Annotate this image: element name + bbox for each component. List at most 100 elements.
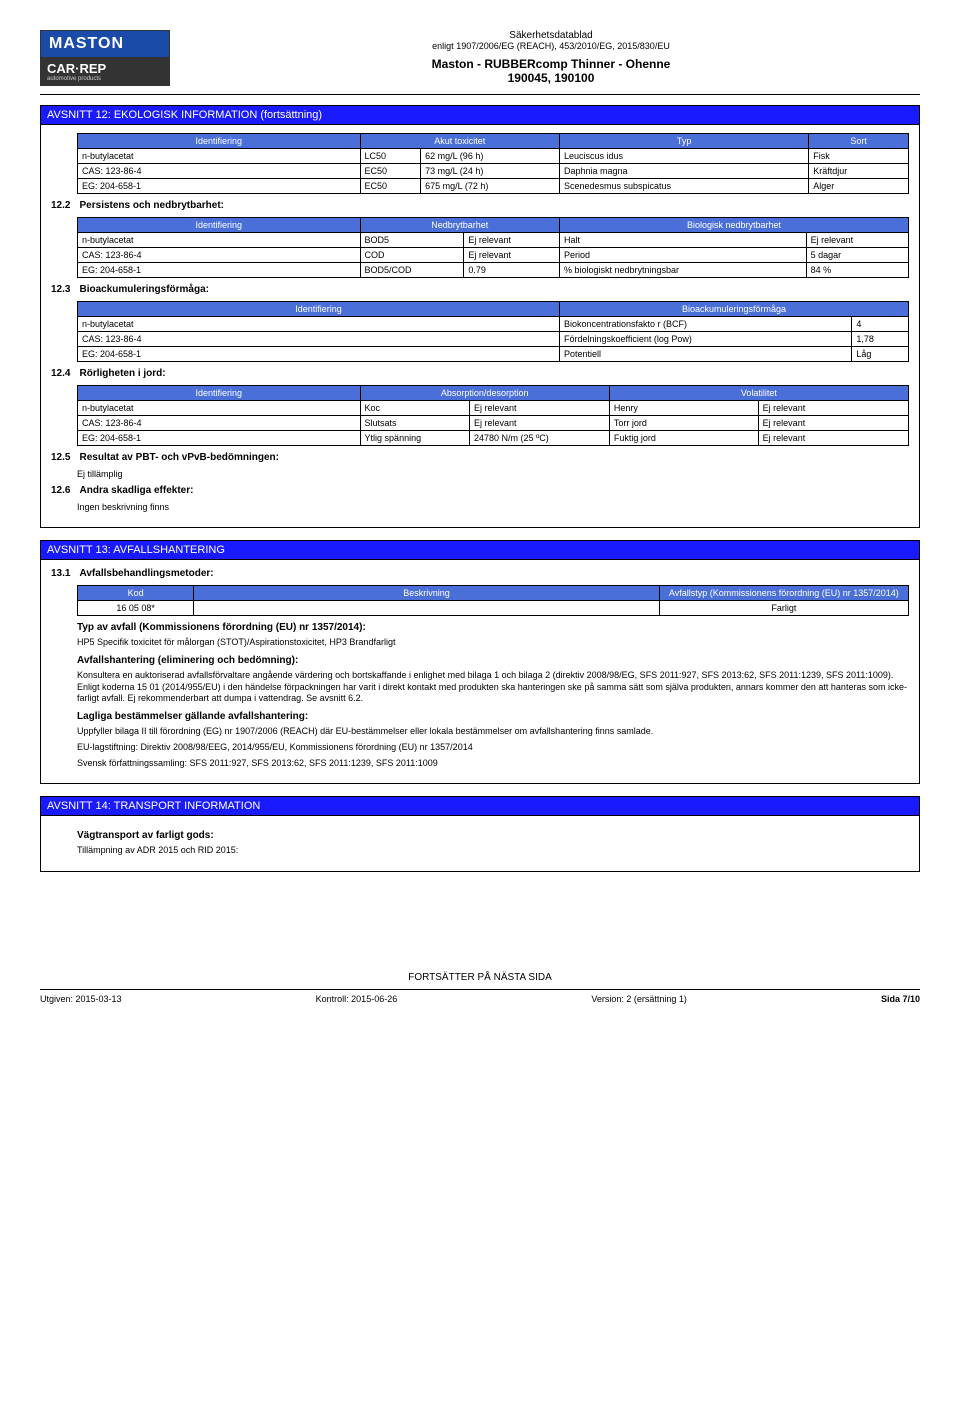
cell: CAS: 123-86-4 [78, 164, 361, 179]
table-row: n-butylacetatBOD5Ej relevantHaltEj relev… [78, 233, 909, 248]
cell: Ej relevant [469, 416, 609, 431]
cell: EG: 204-658-1 [78, 263, 361, 278]
sub-title: Rörligheten i jord: [80, 368, 166, 379]
cell: Fisk [809, 149, 909, 164]
cell: CAS: 123-86-4 [78, 248, 361, 263]
sub-title: Resultat av PBT- och vPvB-bedömningen: [80, 452, 279, 463]
carrep-logo: CAR·REP automotive products [40, 58, 170, 86]
section-14-header: AVSNITT 14: TRANSPORT INFORMATION [40, 796, 920, 816]
p2-text: Konsultera en auktoriserad avfallsförval… [77, 670, 909, 705]
sds-reg: enligt 1907/2006/EG (REACH), 453/2010/EG… [182, 41, 920, 51]
cell: Fördelningskoefficient (log Pow) [559, 332, 851, 347]
sub-12-6: 12.6 Andra skadliga effekter: [51, 485, 909, 496]
sub-title: Andra skadliga effekter: [80, 485, 194, 496]
table-row: CAS: 123-86-4SlutsatsEj relevantTorr jor… [78, 416, 909, 431]
cell: n-butylacetat [78, 401, 361, 416]
cell: % biologiskt nedbrytningsbar [559, 263, 806, 278]
product-title-2: 190045, 190100 [182, 71, 920, 85]
cell: n-butylacetat [78, 317, 560, 332]
cell: EG: 204-658-1 [78, 347, 560, 362]
table-row: EG: 204-658-1PotentiellLåg [78, 347, 909, 362]
cell: EG: 204-658-1 [78, 179, 361, 194]
sub-num: 12.5 [51, 452, 77, 463]
sds-title: Säkerhetsdatablad [182, 30, 920, 41]
cell: Ytlig spänning [360, 431, 469, 446]
sub-12-2: 12.2 Persistens och nedbrytbarhet: [51, 200, 909, 211]
cell: Alger [809, 179, 909, 194]
table-row: CAS: 123-86-4EC5073 mg/L (24 h)Daphnia m… [78, 164, 909, 179]
cell: 73 mg/L (24 h) [421, 164, 560, 179]
th-ident: Identifiering [78, 134, 361, 149]
cell: BOD5/COD [360, 263, 464, 278]
text-12-6: Ingen beskrivning finns [77, 502, 909, 514]
sub-num: 12.2 [51, 200, 77, 211]
cell: 84 % [806, 263, 908, 278]
sub-num: 12.3 [51, 284, 77, 295]
cell: Ej relevant [758, 416, 908, 431]
th-bio: Bioackumuleringsförmåga [559, 302, 908, 317]
cell: 24780 N/m (25 ºC) [469, 431, 609, 446]
cell: 16 05 08* [78, 601, 194, 616]
table-row: 16 05 08* Farligt [78, 601, 909, 616]
th-ned: Nedbrytbarhet [360, 218, 559, 233]
cell: 62 mg/L (96 h) [421, 149, 560, 164]
sub-num: 12.6 [51, 485, 77, 496]
sub-12-5: 12.5 Resultat av PBT- och vPvB-bedömning… [51, 452, 909, 463]
cell: Daphnia magna [559, 164, 808, 179]
th-typ: Typ [559, 134, 808, 149]
cell: BOD5 [360, 233, 464, 248]
cell: Slutsats [360, 416, 469, 431]
footer-page: Sida 7/10 [881, 994, 920, 1004]
th-kod: Kod [78, 586, 194, 601]
sub-title: Bioackumuleringsförmåga: [80, 284, 209, 295]
logo-block: MASTON CAR·REP automotive products [40, 30, 170, 86]
cell: Period [559, 248, 806, 263]
cell: n-butylacetat [78, 233, 361, 248]
page-header: MASTON CAR·REP automotive products Säker… [40, 30, 920, 86]
section-14-body: Vägtransport av farligt gods: Tillämpnin… [40, 816, 920, 872]
table-row: EG: 204-658-1EC50675 mg/L (72 h)Scenedes… [78, 179, 909, 194]
footer-version: Version: 2 (ersättning 1) [591, 994, 687, 1004]
cell: Koc [360, 401, 469, 416]
cell: Leuciscus idus [559, 149, 808, 164]
th-typ: Avfallstyp (Kommissionens förordning (EU… [659, 586, 908, 601]
table-row: CAS: 123-86-4Fördelningskoefficient (log… [78, 332, 909, 347]
sub-title: Avfallsbehandlingsmetoder: [80, 568, 214, 579]
th-besk: Beskrivning [194, 586, 659, 601]
sub-title: Persistens och nedbrytbarhet: [80, 200, 224, 211]
carrep-text: CAR·REP [47, 61, 106, 76]
maston-logo: MASTON [40, 30, 170, 58]
header-text: Säkerhetsdatablad enligt 1907/2006/EG (R… [182, 30, 920, 85]
p1-text: HP5 Specifik toxicitet för målorgan (STO… [77, 637, 909, 649]
sub-13-1: 13.1 Avfallsbehandlingsmetoder: [51, 568, 909, 579]
cell: EG: 204-658-1 [78, 431, 361, 446]
cell: Henry [609, 401, 758, 416]
cell: Farligt [659, 601, 908, 616]
cell: COD [360, 248, 464, 263]
cell: LC50 [360, 149, 421, 164]
sub-num: 13.1 [51, 568, 77, 579]
waste-table: Kod Beskrivning Avfallstyp (Kommissionen… [77, 585, 909, 616]
cell: Ej relevant [806, 233, 908, 248]
bioacc-table: Identifiering Bioackumuleringsförmåga n-… [77, 301, 909, 362]
degradation-table: Identifiering Nedbrytbarhet Biologisk ne… [77, 217, 909, 278]
th-vol: Volatilitet [609, 386, 908, 401]
th-sort: Sort [809, 134, 909, 149]
continue-footer: FORTSÄTTER PÅ NÄSTA SIDA [40, 972, 920, 983]
p1-text: Tillämpning av ADR 2015 och RID 2015: [77, 845, 909, 857]
sub-12-4: 12.4 Rörligheten i jord: [51, 368, 909, 379]
cell: Potentiell [559, 347, 851, 362]
cell: Låg [852, 347, 909, 362]
section-13-body: 13.1 Avfallsbehandlingsmetoder: Kod Besk… [40, 560, 920, 784]
cell: Kräftdjur [809, 164, 909, 179]
table-row: n-butylacetatBiokoncentrationsfakto r (B… [78, 317, 909, 332]
cell: CAS: 123-86-4 [78, 416, 361, 431]
sub-num: 12.4 [51, 368, 77, 379]
table-row: EG: 204-658-1BOD5/COD0.79% biologiskt ne… [78, 263, 909, 278]
table-row: EG: 204-658-1Ytlig spänning24780 N/m (25… [78, 431, 909, 446]
product-title-1: Maston - RUBBERcomp Thinner - Ohenne [182, 57, 920, 71]
th-ident: Identifiering [78, 302, 560, 317]
cell: EC50 [360, 164, 421, 179]
p3-text: Uppfyller bilaga II till förordning (EG)… [77, 726, 909, 738]
p1-title: Typ av avfall (Kommissionens förordning … [77, 622, 909, 633]
